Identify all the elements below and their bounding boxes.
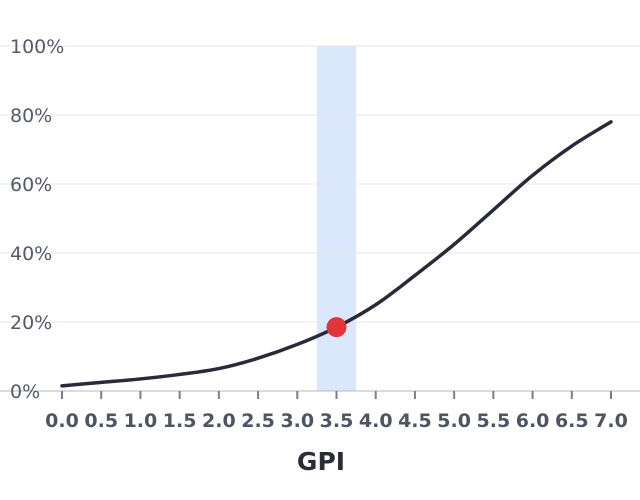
x-tick-label: 3.5: [320, 410, 354, 432]
x-tick-label: 4.0: [359, 410, 393, 432]
highlight-band: [316, 46, 357, 391]
x-axis-ticks: 0.0 0.5 1.0 1.5 2.0 2.5 3.0 3.5 4.0 4.5 5.0 5.5 6.0 6…: [45, 391, 628, 432]
x-tick-label: 4.5: [398, 410, 432, 432]
x-tick-label: 6.5: [555, 410, 589, 432]
y-tick-label: 20%: [10, 312, 52, 334]
x-tick-label: 5.0: [437, 410, 471, 432]
y-axis-tick-labels: 0% 20% 40% 60% 80% 100%: [10, 36, 64, 403]
y-tick-label: 40%: [10, 243, 52, 265]
y-tick-label: 60%: [10, 174, 52, 196]
x-tick-label: 3.0: [280, 410, 314, 432]
x-tick-label: 2.0: [202, 410, 236, 432]
y-tick-label: 80%: [10, 105, 52, 127]
x-tick-label: 1.5: [163, 410, 197, 432]
highlight-point: [326, 317, 347, 338]
x-tick-label: 7.0: [594, 410, 628, 432]
x-tick-label: 6.0: [516, 410, 550, 432]
grid-lines: [0, 45, 640, 392]
highlight-point-layer: [326, 317, 347, 338]
x-tick-label: 0.5: [84, 410, 118, 432]
x-tick-label: 1.0: [124, 410, 158, 432]
y-tick-label: 100%: [10, 36, 64, 58]
x-tick-label: 0.0: [45, 410, 79, 432]
x-tick-label: 5.5: [477, 410, 511, 432]
x-tick-label: 2.5: [241, 410, 275, 432]
highlight-band-layer: [316, 46, 357, 391]
y-tick-label: 0%: [10, 381, 40, 403]
x-axis-title: GPI: [297, 447, 345, 476]
